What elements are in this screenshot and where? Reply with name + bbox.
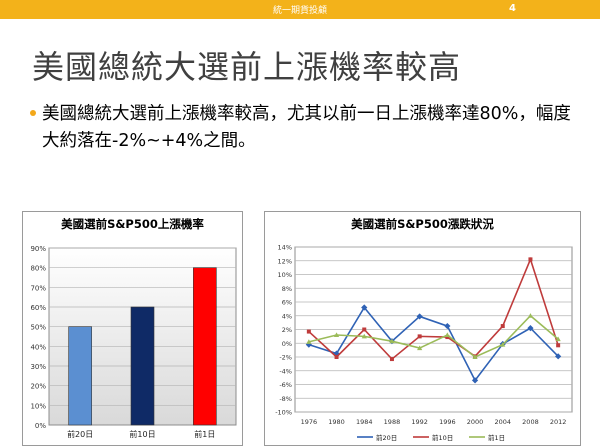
series-point — [416, 313, 423, 320]
bullet-dot-icon — [30, 110, 36, 116]
legend-label: 前20日 — [376, 433, 397, 442]
series-point — [528, 257, 533, 262]
series-point — [334, 355, 339, 359]
line-x-tick-label: 2008 — [522, 418, 539, 426]
line-chart-panel: 美國選前S&P500漲跌狀況 -10% -8% -6% -4% -2% 0% 2% 4% 6% 8… — [264, 211, 581, 446]
line-x-tick-label: 1996 — [439, 418, 456, 426]
line-y-tick-label: -2% — [279, 354, 292, 362]
header-title: 統一期貨投顧 — [272, 6, 327, 16]
series-point — [527, 313, 534, 318]
series-line-3 — [308, 314, 559, 358]
bar-y-tick-label: 90% — [30, 245, 46, 253]
series-point — [444, 332, 450, 337]
line-y-tick-label: 10% — [278, 271, 292, 279]
line-x-tick-label: 1988 — [384, 418, 401, 426]
bar-x-tick-label: 前20日 — [67, 429, 93, 439]
line-x-tick-label: 2004 — [494, 418, 511, 426]
line-x-tick-label: 2012 — [550, 418, 567, 426]
page-number: 4 — [509, 3, 516, 14]
bar-y-tick-label: 20% — [30, 383, 46, 391]
line-y-tick-label: 14% — [278, 244, 292, 252]
line-x-tick-label: 1976 — [301, 418, 318, 426]
bar-y-tick-label: 30% — [30, 363, 46, 371]
bar-y-tick-label: 10% — [30, 402, 46, 410]
line-y-tick-label: 4% — [282, 312, 292, 320]
bar-y-tick-label: 60% — [30, 304, 46, 312]
line-x-tick-label: 2000 — [467, 418, 484, 426]
series-point — [362, 327, 367, 332]
line-y-tick-label: -8% — [279, 395, 292, 403]
line-chart-title: 美國選前S&P500漲跌狀況 — [351, 217, 494, 231]
bar — [193, 267, 217, 426]
line-y-tick-label: 0% — [282, 340, 292, 348]
line-y-tick-label: 2% — [282, 326, 292, 334]
line-y-tick-label: -10% — [275, 409, 292, 417]
series-point — [472, 354, 478, 359]
series-point — [417, 334, 422, 339]
bullet-text: 美國總統大選前上漲機率較高，尤其以前一日上漲機率達80%，幅度大約落在-2%~+… — [42, 104, 571, 151]
series-point — [500, 324, 505, 329]
bar-y-tick-label: 80% — [30, 265, 46, 273]
series-point — [306, 329, 311, 334]
series-point — [445, 335, 450, 340]
series-point — [555, 336, 561, 342]
bar-y-tick-label: 0% — [35, 422, 46, 430]
header-bar: 統一期貨投顧 4 — [0, 0, 600, 19]
legend-label: 前1日 — [488, 433, 505, 442]
line-x-tick-label: 1980 — [328, 418, 345, 426]
line-chart: -10% -8% -6% -4% -2% 0% 2% 4% 6% 8% 10% 12% 14% 1976 1… — [275, 244, 573, 442]
bar-y-tick-label: 40% — [30, 343, 46, 351]
series-point — [333, 332, 340, 337]
bar — [68, 326, 92, 426]
legend-label: 前10日 — [432, 433, 453, 442]
line-y-tick-label: -6% — [279, 381, 292, 389]
series-point — [361, 333, 367, 339]
bar-chart-panel: 美國選前S&P500上漲機率 0% 10% 20% 30% 40% 50% 60% 70% 80… — [22, 211, 243, 446]
series-point — [500, 342, 506, 347]
bar-y-tick-label: 70% — [30, 284, 46, 292]
slide-title: 美國總統大選前上漲機率較高 — [32, 48, 462, 86]
bar-x-tick-label: 前10日 — [129, 429, 155, 439]
series-point — [417, 345, 423, 351]
line-x-tick-label: 1984 — [356, 418, 373, 426]
line-y-tick-label: 12% — [278, 257, 292, 265]
bar — [130, 306, 155, 426]
series-point — [556, 343, 561, 348]
series-point — [389, 338, 395, 344]
line-x-tick-label: 1992 — [411, 418, 428, 426]
series-point — [306, 339, 312, 344]
series-line-1 — [308, 306, 559, 382]
series-point — [361, 304, 368, 311]
series-line-2 — [308, 257, 559, 361]
line-y-tick-label: -4% — [279, 367, 292, 375]
line-y-tick-label: 8% — [282, 285, 292, 293]
bar-y-tick-label: 50% — [30, 324, 46, 332]
line-y-tick-label: 6% — [282, 299, 292, 307]
series-point — [389, 357, 394, 362]
bar-chart: 0% 10% 20% 30% 40% 50% 60% 70% 80% 90% 前20日 前10日 前1日 — [30, 245, 237, 439]
bar-x-tick-label: 前1日 — [194, 429, 215, 439]
bar-chart-title: 美國選前S&P500上漲機率 — [61, 217, 204, 231]
